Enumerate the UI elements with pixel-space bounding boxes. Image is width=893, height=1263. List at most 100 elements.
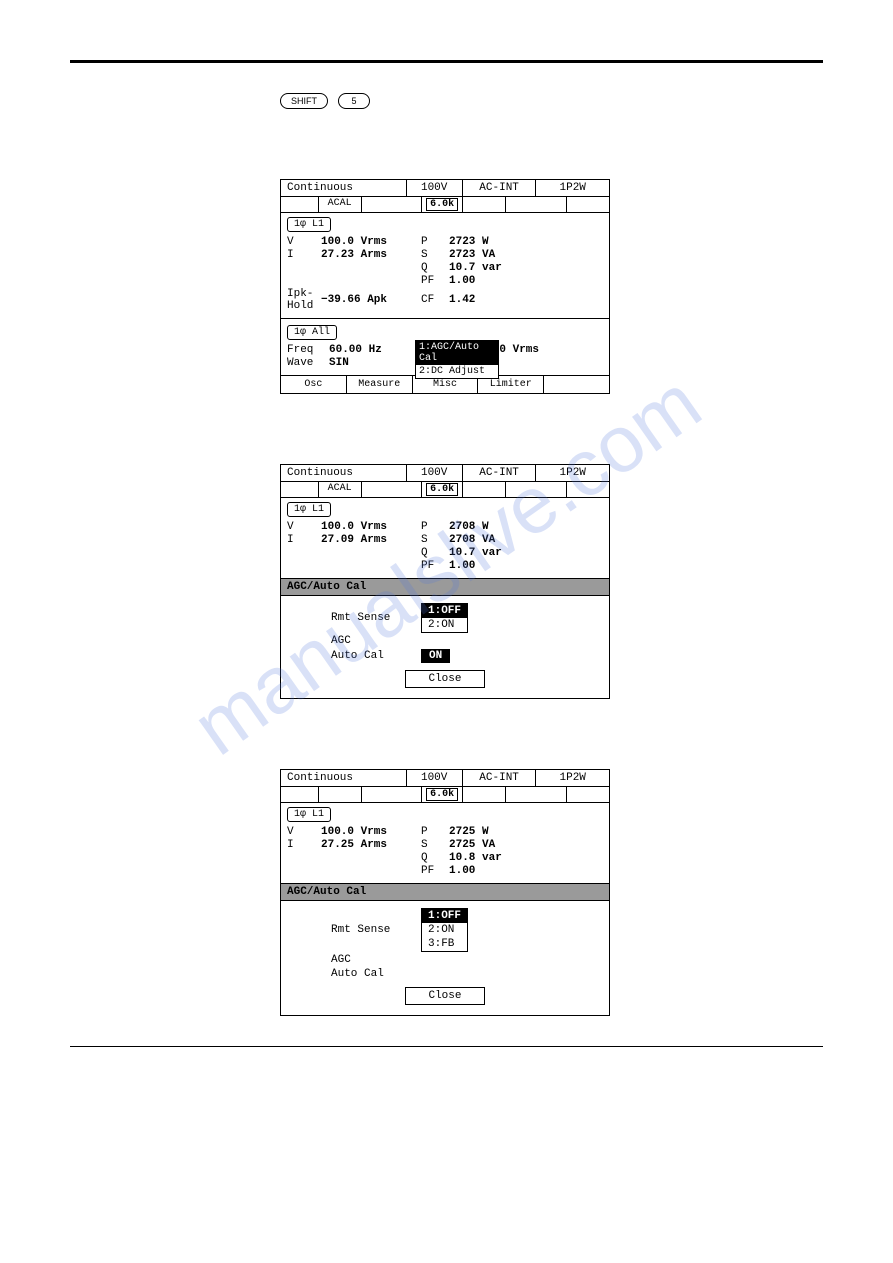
meas-label: V [287,236,321,248]
autocal-value[interactable]: ON [421,649,450,663]
meas-value: 1.00 [449,865,603,877]
meas-label: Q [421,852,449,864]
rate-cell: 6.0k [422,482,463,497]
top-status-row: Continuous 100V AC-INT 1P2W [281,465,609,482]
meas-label: S [421,839,449,851]
status-row: ACAL 6.0k [281,197,609,213]
meas-label: Wave [287,357,329,369]
meas-value: 1.42 [449,294,603,306]
meas-value: 2723 VA [449,249,603,261]
meas-label: S [421,534,449,546]
meas-value: 10.7 var [449,547,603,559]
meas-label: V [287,521,321,533]
select-option[interactable]: 2:ON [422,923,467,937]
close-button[interactable]: Close [405,987,484,1005]
agc-label: AGC [281,635,421,647]
dialog-body: Rmt Sense 1:OFF 2:ON 3:FB AGC Auto Cal C [281,901,609,1015]
meas-value: 100.0 Vrms [321,521,421,533]
dialog-title: AGC/Auto Cal [281,578,609,596]
rate-cell: 6.0k [422,197,463,212]
top-status-row: Continuous 100V AC-INT 1P2W [281,770,609,787]
wire-cell: 1P2W [536,770,609,786]
meas-label: Ipk-Hold [287,288,321,312]
meas-value: 10.7 var [449,262,603,274]
measurement-grid: V100.0 VrmsP2725 W I27.25 ArmsS2725 VA Q… [287,826,603,877]
acint-cell: AC-INT [463,465,537,481]
meas-label: P [421,826,449,838]
meas-value: 10.8 var [449,852,603,864]
status-row: 6.0k [281,787,609,803]
five-key[interactable]: 5 [338,93,370,109]
screen-panel-3: Continuous 100V AC-INT 1P2W 6.0k 1φ L1 V… [280,769,610,1016]
meas-value: 2708 VA [449,534,603,546]
select-option[interactable]: 3:FB [422,937,467,951]
rmt-sense-select[interactable]: 1:OFF 2:ON [421,603,468,633]
meas-label: P [421,521,449,533]
meas-label: I [287,839,321,851]
volt-cell: 100V [407,770,463,786]
acal-cell: ACAL [319,197,362,212]
wire-cell: 1P2W [536,180,609,196]
softkey-blank[interactable] [544,376,609,393]
status-row: ACAL 6.0k [281,482,609,498]
dialog-title: AGC/Auto Cal [281,883,609,901]
popup-item[interactable]: 2:DC Adjust [416,365,498,378]
phase-tab[interactable]: 1φ L1 [287,217,331,232]
meas-value: 60.00 Hz [329,344,429,356]
mode-cell: Continuous [281,770,407,786]
select-option-selected[interactable]: 1:OFF [422,909,467,923]
volt-cell: 100V [407,180,463,196]
meas-value: −39.66 Apk [321,294,421,306]
close-button[interactable]: Close [405,670,484,688]
dialog-body: Rmt Sense 1:OFF 2:ON AGC Auto Cal ON Clo… [281,596,609,698]
phase-tab[interactable]: 1φ L1 [287,502,331,517]
meas-value: 100.0 Vrms [321,236,421,248]
softkey-measure[interactable]: Measure [347,376,413,393]
meas-label: Q [421,547,449,559]
select-option-selected[interactable]: 1:OFF [422,604,467,618]
all-grid: Freq60.00 HzACV100.0 Vrms WaveSIN 1:AGC/… [287,344,603,369]
meas-label: I [287,249,321,261]
wire-cell: 1P2W [536,465,609,481]
meas-value: SIN [329,357,429,369]
rmt-sense-label: Rmt Sense [281,612,421,624]
volt-cell: 100V [407,465,463,481]
meas-label: I [287,534,321,546]
phase-all-tab[interactable]: 1φ All [287,325,337,340]
select-option[interactable]: 2:ON [422,618,467,632]
agc-label: AGC [281,954,421,966]
misc-popup[interactable]: 1:AGC/Auto Cal 2:DC Adjust [415,340,499,379]
popup-item-selected[interactable]: 1:AGC/Auto Cal [416,341,498,365]
rmt-sense-select[interactable]: 1:OFF 2:ON 3:FB [421,908,468,952]
meas-value: 27.09 Arms [321,534,421,546]
meas-label: S [421,249,449,261]
mode-cell: Continuous [281,180,407,196]
acint-cell: AC-INT [463,180,537,196]
meas-label: CF [421,294,449,306]
meas-label: P [421,236,449,248]
bottom-rule [70,1046,823,1047]
shift-key[interactable]: SHIFT [280,93,328,109]
measurement-grid: V100.0 VrmsP2723 W I27.23 ArmsS2723 VA Q… [287,236,603,312]
autocal-label: Auto Cal [281,968,421,980]
rate-cell: 6.0k [422,787,463,802]
rmt-sense-label: Rmt Sense [281,924,421,936]
meas-label: V [287,826,321,838]
phase-tab[interactable]: 1φ L1 [287,807,331,822]
top-rule [70,60,823,63]
meas-label: PF [421,865,449,877]
meas-value: 27.23 Arms [321,249,421,261]
meas-value: 1.00 [449,560,603,572]
acint-cell: AC-INT [463,770,537,786]
mode-cell: Continuous [281,465,407,481]
meas-label: PF [421,275,449,287]
meas-label: Freq [287,344,329,356]
meas-value: 1.00 [449,275,603,287]
meas-label: Q [421,262,449,274]
meas-value: 27.25 Arms [321,839,421,851]
meas-value: 2708 W [449,521,603,533]
softkey-osc[interactable]: Osc [281,376,347,393]
top-status-row: Continuous 100V AC-INT 1P2W [281,180,609,197]
meas-value: 2723 W [449,236,603,248]
meas-label: PF [421,560,449,572]
